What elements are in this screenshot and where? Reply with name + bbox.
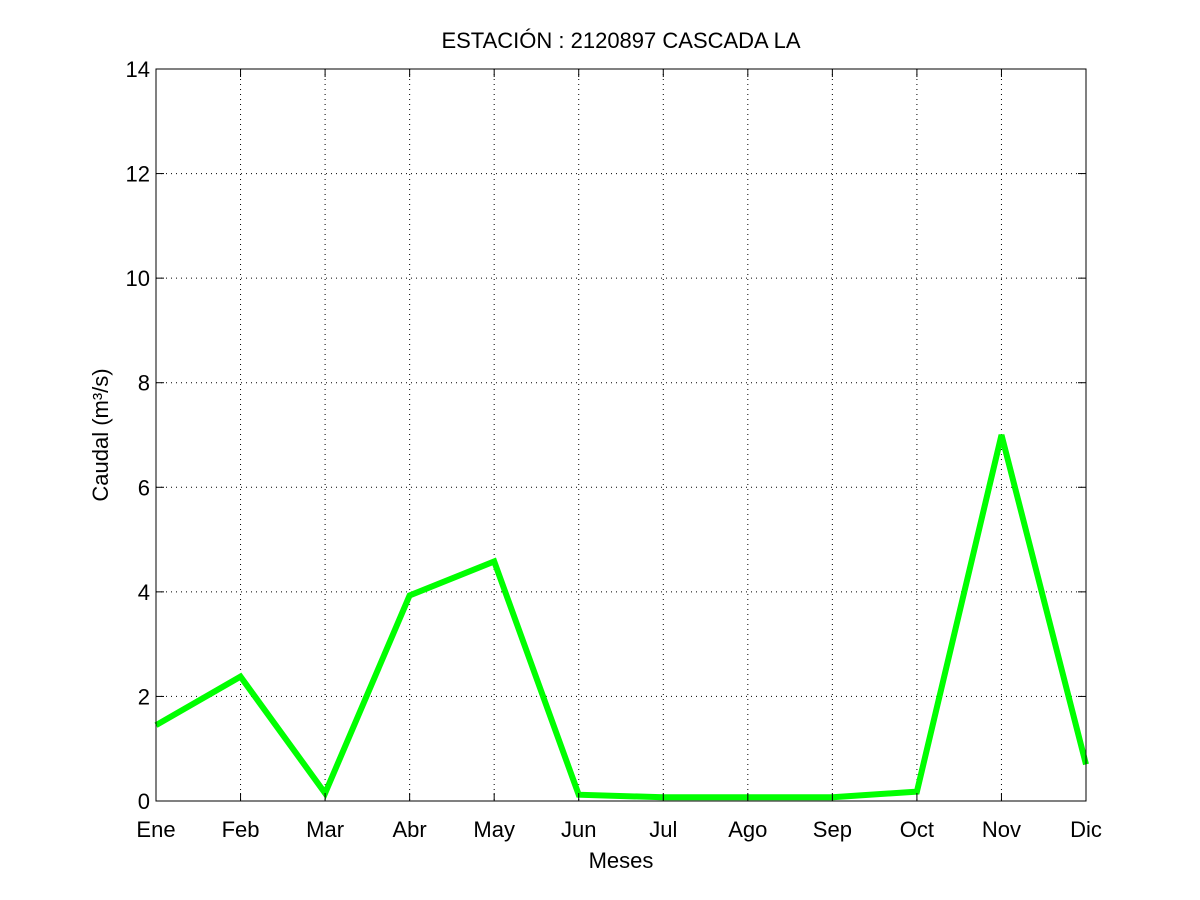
x-tick-label: Mar xyxy=(306,817,344,842)
y-tick-label: 14 xyxy=(126,57,150,82)
x-tick-label: Oct xyxy=(900,817,934,842)
ticks: Ene Feb Mar Abr May Jun Jul Ago Sep Oct Nov Dic 0 2 4 6… xyxy=(126,57,1102,842)
y-tick-label: 4 xyxy=(138,580,150,605)
x-tick-label: Sep xyxy=(813,817,852,842)
y-tick-label: 0 xyxy=(138,789,150,814)
x-tick-label: Jul xyxy=(649,817,677,842)
chart-title: ESTACIÓN : 2120897 CASCADA LA xyxy=(441,28,800,53)
x-tick-label: May xyxy=(473,817,515,842)
x-tick-label: Ene xyxy=(136,817,175,842)
plot-frame xyxy=(155,68,1087,802)
y-tick-label: 12 xyxy=(126,162,150,187)
x-tick-label: Feb xyxy=(222,817,260,842)
x-tick-label: Nov xyxy=(982,817,1021,842)
series-line xyxy=(154,434,1089,801)
y-tick-label: 10 xyxy=(126,266,150,291)
y-tick-label: 8 xyxy=(138,371,150,396)
x-tick-label: Jun xyxy=(561,817,596,842)
y-axis-label: Caudal (m³/s) xyxy=(88,368,113,501)
x-tick-label: Dic xyxy=(1070,817,1102,842)
grid xyxy=(156,69,1086,801)
y-tick-label: 6 xyxy=(138,475,150,500)
y-tick-label: 2 xyxy=(138,684,150,709)
x-tick-label: Ago xyxy=(728,817,767,842)
x-tick-label: Abr xyxy=(393,817,427,842)
x-axis-label: Meses xyxy=(589,848,654,873)
plot-area xyxy=(156,69,1086,801)
series-layer xyxy=(154,434,1089,801)
